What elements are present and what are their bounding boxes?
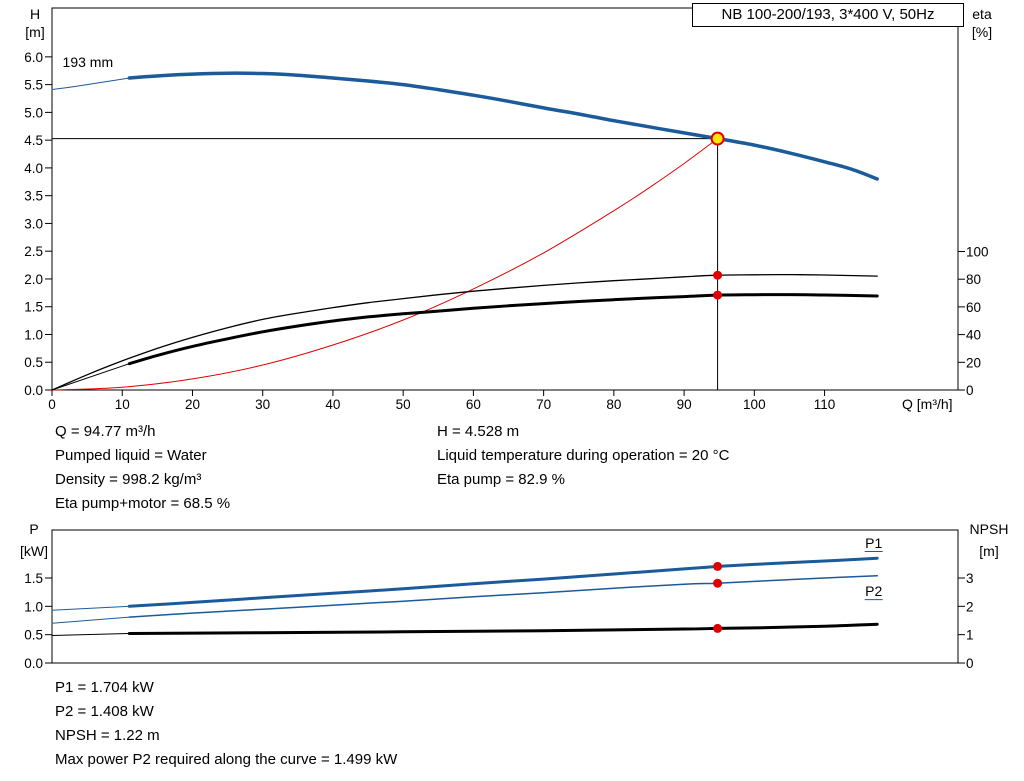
x-tick-label: 50 — [396, 397, 411, 412]
eta-pump-motor-duty-point — [713, 290, 723, 300]
right-axis-title: [%] — [972, 24, 992, 40]
left-tick-label: 3.5 — [24, 189, 43, 204]
npsh-curve — [127, 622, 879, 635]
p2-curve — [128, 574, 878, 618]
p2-duty-point — [713, 578, 723, 588]
head-curve-193mm — [127, 71, 879, 181]
left-tick-label: 0.0 — [24, 656, 43, 671]
x-tick-label: 110 — [814, 397, 836, 412]
p1-curve — [127, 556, 879, 608]
left-tick-label: 2.0 — [24, 272, 43, 287]
x-tick-label: 70 — [536, 397, 551, 412]
right-axis-title: [m] — [979, 543, 998, 559]
right-axis-title: NPSH — [970, 521, 1009, 537]
eta-pump-duty-point — [713, 270, 723, 280]
p2-curve-lead-in — [51, 616, 130, 624]
eta-pump-motor-lead-in — [51, 363, 130, 391]
detail-line-liquid: Pumped liquid = Water — [55, 447, 207, 464]
head-curve-lead-in — [51, 77, 130, 91]
left-tick-label: 1.0 — [24, 599, 43, 614]
left-tick-label: 3.0 — [24, 216, 43, 231]
left-tick-label: 2.5 — [24, 244, 43, 259]
left-axis-title: P — [29, 521, 38, 537]
detail-line-npsh: NPSH = 1.22 m — [55, 727, 160, 744]
left-tick-label: 1.5 — [24, 300, 43, 315]
x-tick-label: 40 — [325, 397, 340, 412]
detail-line-eta-pump: Eta pump = 82.9 % — [437, 471, 565, 488]
left-tick-label: 0.5 — [24, 628, 43, 643]
x-tick-label: 10 — [115, 397, 130, 412]
detail-line-eta-pump-motor: Eta pump+motor = 68.5 % — [55, 495, 231, 512]
x-tick-label: 100 — [743, 397, 766, 412]
chart-title-box: NB 100-200/193, 3*400 V, 50Hz — [692, 3, 964, 27]
x-axis-title: Q [m³/h] — [902, 396, 953, 412]
left-tick-label: 4.0 — [24, 161, 43, 176]
detail-line-p1: P1 = 1.704 kW — [55, 679, 154, 696]
right-tick-label: 0 — [966, 656, 974, 671]
x-tick-label: 80 — [606, 397, 621, 412]
left-tick-label: 5.5 — [24, 78, 43, 93]
operating-details-right: H = 4.528 m Liquid temperature during op… — [437, 420, 729, 492]
duty-point — [710, 131, 725, 146]
left-tick-label: 6.0 — [24, 50, 43, 65]
left-tick-label: 0.5 — [24, 355, 43, 370]
left-axis-title: [kW] — [20, 543, 48, 559]
x-tick-label: 90 — [677, 397, 692, 412]
p2-curve-label: P2 — [865, 583, 882, 599]
p1-duty-point — [713, 561, 723, 571]
detail-line-h: H = 4.528 m — [437, 423, 520, 440]
right-tick-label: 0 — [966, 383, 974, 398]
detail-line-density: Density = 998.2 kg/m³ — [55, 471, 202, 488]
right-tick-label: 40 — [966, 328, 981, 343]
detail-line-temperature: Liquid temperature during operation = 20… — [437, 447, 730, 464]
left-axis-title: [m] — [25, 24, 44, 40]
npsh-curve-lead-in — [51, 633, 130, 636]
left-tick-label: 1.5 — [24, 571, 43, 586]
right-tick-label: 3 — [966, 571, 974, 586]
eta-pump-curve — [51, 273, 878, 391]
impeller-diameter-label: 193 mm — [63, 54, 114, 70]
eta-pump-motor-curve — [127, 293, 879, 366]
right-tick-label: 60 — [966, 300, 981, 315]
plot-frame — [51, 7, 959, 391]
x-tick-label: 20 — [185, 397, 200, 412]
left-tick-label: 5.0 — [24, 105, 43, 120]
right-tick-label: 2 — [966, 599, 974, 614]
left-tick-label: 0.0 — [24, 383, 43, 398]
system-curve — [51, 138, 719, 391]
detail-line-p2: P2 = 1.408 kW — [55, 703, 154, 720]
left-tick-label: 1.0 — [24, 327, 43, 342]
right-tick-label: 20 — [966, 355, 981, 370]
left-tick-label: 4.5 — [24, 133, 43, 148]
top-chart: 0.0 0.5 1.0 1.5 2.0 2.5 3.0 3.5 4.0 4.5 5.0 5.5 6.0 0… — [24, 6, 992, 412]
left-axis-title: H — [30, 6, 40, 22]
p1-curve-label: P1 — [865, 535, 882, 551]
power-details: P1 = 1.704 kW P2 = 1.408 kW NPSH = 1.22 … — [55, 676, 397, 772]
right-axis-title: eta — [972, 6, 992, 22]
right-tick-label: 80 — [966, 272, 981, 287]
detail-line-q: Q = 94.77 m³/h — [55, 423, 156, 440]
right-tick-label: 1 — [966, 628, 974, 643]
plot-frame — [51, 529, 959, 664]
bottom-chart: 0.0 0.5 1.0 1.5 0 1 2 3 P [kW] NPSH [m] P1 P2 — [20, 521, 1009, 671]
x-tick-label: 30 — [255, 397, 270, 412]
x-tick-label: 60 — [466, 397, 481, 412]
p1-curve-lead-in — [51, 605, 130, 611]
right-tick-label: 100 — [966, 244, 989, 259]
x-tick-label: 0 — [48, 397, 56, 412]
npsh-duty-point — [713, 623, 723, 633]
detail-line-max-power: Max power P2 required along the curve = … — [55, 751, 398, 768]
operating-details-left: Q = 94.77 m³/h Pumped liquid = Water Den… — [55, 420, 230, 516]
